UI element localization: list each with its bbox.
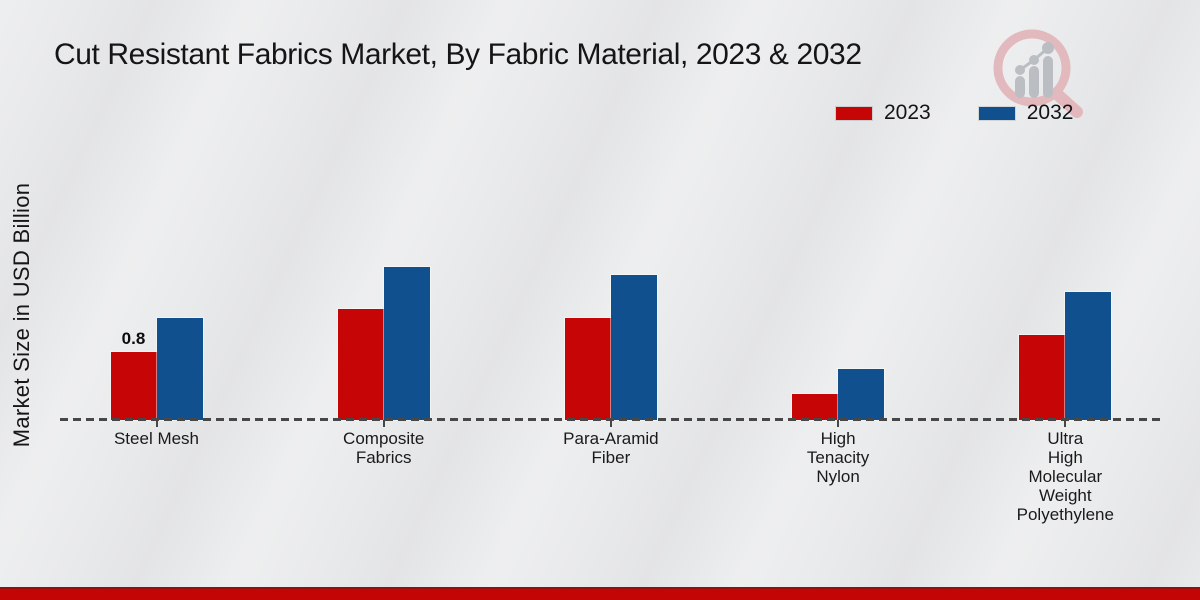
bar-2032-para-aramid-fiber xyxy=(610,275,657,420)
x-axis-tick xyxy=(155,420,158,427)
bar-2032-high-tenacity-nylon xyxy=(838,369,885,420)
legend: 2023 2032 xyxy=(836,101,1073,125)
zero-baseline xyxy=(60,418,1160,421)
x-axis-category-label: Ultra High Molecular Weight Polyethylene xyxy=(1016,429,1114,524)
bar-2023-para-aramid-fiber xyxy=(564,318,611,420)
legend-label-2023: 2023 xyxy=(884,101,931,124)
x-axis-tick xyxy=(1064,420,1067,427)
x-axis-category-label: Composite Fabrics xyxy=(343,429,425,467)
legend-label-2032: 2032 xyxy=(1026,101,1074,124)
bar-2032-steel-mesh xyxy=(156,318,203,420)
bar-2032-composite-fabrics xyxy=(383,267,430,420)
bar-2023-ultra-high-molecular-weight-polyethylene xyxy=(1019,335,1066,420)
footer-accent-bar xyxy=(0,587,1200,600)
legend-swatch-2032 xyxy=(978,106,1015,120)
x-axis-tick xyxy=(382,420,385,427)
bar-value-label: 0.8 xyxy=(121,329,146,348)
bar-2023-composite-fabrics xyxy=(337,309,384,420)
bar-2032-ultra-high-molecular-weight-polyethylene xyxy=(1065,292,1112,420)
bar-2023-steel-mesh xyxy=(110,352,157,420)
legend-swatch-2023 xyxy=(836,106,872,120)
x-axis-category-label: Para-Aramid Fiber xyxy=(563,429,659,467)
legend-item-2032: 2032 xyxy=(978,101,1074,125)
x-axis-category-label: High Tenacity Nylon xyxy=(806,429,870,486)
chart-title: Cut Resistant Fabrics Market, By Fabric … xyxy=(54,38,862,71)
magnifier-bar-chart-logo xyxy=(993,29,1083,118)
legend-item-2023: 2023 xyxy=(836,101,931,125)
x-axis-tick xyxy=(609,420,612,427)
bar-2023-high-tenacity-nylon xyxy=(792,394,839,420)
x-axis-tick xyxy=(837,420,840,427)
x-axis-category-label: Steel Mesh xyxy=(113,429,200,448)
